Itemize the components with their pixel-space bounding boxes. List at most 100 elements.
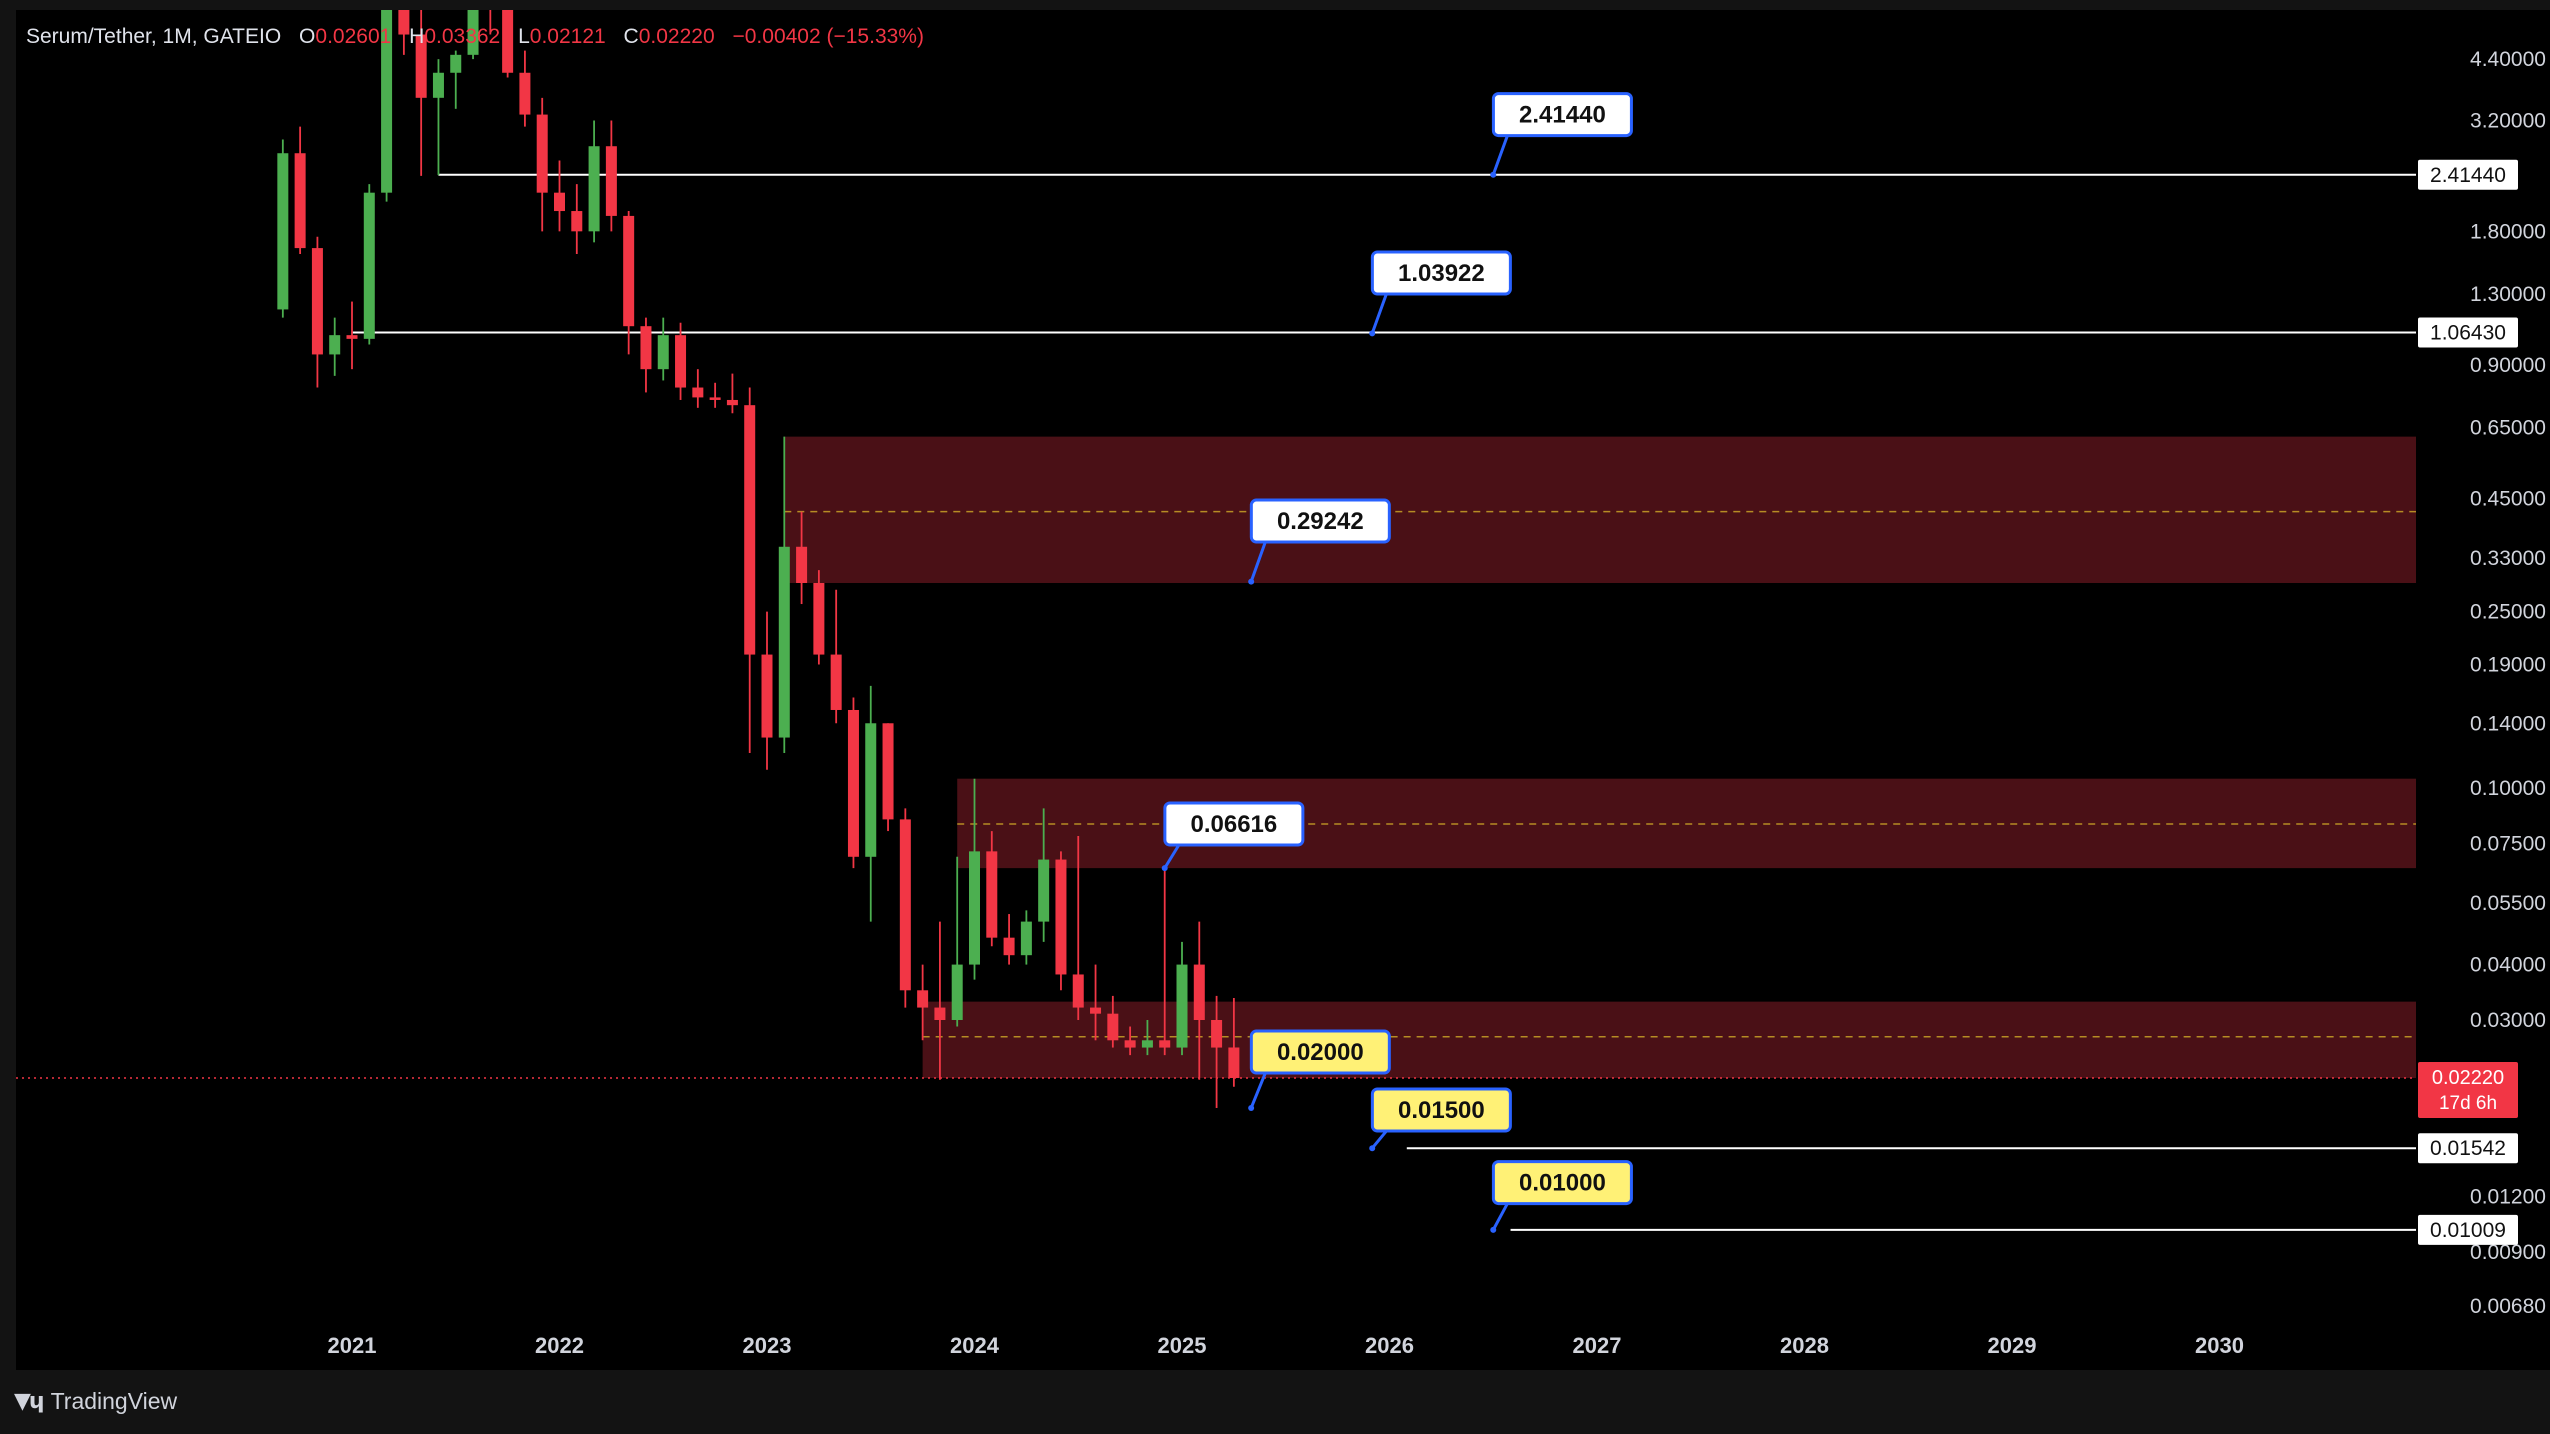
candle-body [986,851,998,938]
callout-anchor [1490,1226,1497,1233]
current-price-tag [2418,1062,2518,1118]
candle-body [536,114,548,193]
callout-label: 0.02000 [1277,1039,1364,1066]
tradingview-brand[interactable]: ▼ɥ TradingView [14,1388,177,1415]
candle-body [744,405,756,655]
time-tick-label: 2023 [743,1333,792,1358]
price-tick-label: 0.14000 [2470,712,2546,735]
candle-body [554,192,565,212]
callout-pointer [1163,844,1181,869]
candle-body [899,819,911,991]
candle-body [294,153,306,249]
candle-body [519,72,531,115]
candle-body [415,34,427,98]
callout-label: 0.06616 [1190,811,1277,838]
candles [277,10,1240,1108]
symbol-legend: Serum/Tether, 1M, GATEIO O0.02601 H0.033… [26,24,924,50]
candle-body [761,654,773,738]
callout-label: 2.41440 [1519,102,1606,129]
price-callout: 0.29242 [1248,498,1391,585]
candle-body [1211,1020,1223,1048]
candle-body [467,10,479,55]
callout-box [1249,498,1391,544]
candle-body [1159,1040,1171,1048]
candle-body [709,397,721,400]
low-value: 0.02121 [529,25,606,48]
callout-box [1249,1029,1391,1075]
candle-body [1107,1013,1119,1041]
time-tick-label: 2028 [1780,1333,1829,1358]
callout-anchor [1490,171,1497,178]
callout-label: 0.01000 [1519,1170,1606,1197]
candle-body [830,654,842,710]
callout-label: 0.29242 [1277,508,1364,535]
price-tick-label: 1.80000 [2470,220,2546,243]
candle-body [675,335,687,388]
callout-box [1370,1087,1512,1133]
time-tick-label: 2022 [535,1333,584,1358]
candle-body [917,990,929,1008]
callout-anchor [1369,1145,1376,1152]
candle-body [1124,1040,1136,1048]
candle-body [1055,859,1067,975]
candle-body [865,723,877,857]
callout-pointer [1491,1202,1509,1231]
candle-body [1003,937,1015,956]
price-callout: 0.01500 [1369,1087,1512,1152]
callout-pointer [1370,293,1388,334]
candle-body [951,964,963,1020]
candle-body [934,1007,946,1020]
callout-pointer [1491,135,1509,176]
candle-body [605,146,617,216]
supply-zone [784,436,2416,583]
candle-body [502,10,514,73]
level-axis-label: 2.41440 [2430,164,2506,187]
candle-body [847,709,859,857]
time-tick-label: 2024 [950,1333,1000,1358]
price-tick-label: 0.04000 [2470,954,2546,977]
low-label: L [518,25,530,48]
candle-body [796,546,808,583]
candle-body [311,248,323,355]
callout-anchor [1369,330,1376,337]
candle-body [277,153,289,310]
callout-label: 0.01500 [1398,1097,1485,1124]
candle-body [623,215,635,327]
price-callouts: 2.41440 1.03922 0.29242 0.06616 0.02000 0.015… [1161,92,1633,1233]
candle-body [1141,1040,1153,1048]
price-tick-label: 0.25000 [2470,601,2546,624]
price-tick-label: 0.05500 [2470,892,2546,915]
price-callout: 1.03922 [1369,250,1512,337]
candle-body [571,211,583,232]
candlestick-chart[interactable]: 2.41440 1.03922 0.29242 0.06616 0.02000 0.015… [16,10,2550,1370]
symbol-name: Serum/Tether, 1M, GATEIO [26,25,282,48]
level-axis-label: 1.06430 [2430,322,2506,345]
price-tick-label: 4.40000 [2470,48,2546,71]
price-tick-label: 0.90000 [2470,354,2546,377]
open-label: O [299,25,316,48]
callout-anchor [1248,1104,1255,1111]
high-value: 0.03362 [424,25,501,48]
level-axis-tag [2418,317,2518,348]
level-axis-label: 0.01009 [2430,1219,2506,1242]
callout-pointer [1249,541,1267,583]
candle-body [1072,974,1084,1008]
candle-body [813,582,825,655]
candle-body [882,723,894,820]
candle-body [640,326,652,370]
tradingview-logo-icon: ▼ɥ [14,1389,45,1414]
level-axis-label: 0.01542 [2430,1137,2506,1160]
candle-body [588,146,600,232]
chart-frame[interactable]: 2.41440 1.03922 0.29242 0.06616 0.02000 0.015… [16,10,2550,1370]
callout-label: 1.03922 [1398,260,1485,287]
candle-body [346,335,358,339]
candle-body [432,72,444,98]
price-tick-label: 0.07500 [2470,833,2546,856]
candle-body [1228,1047,1240,1078]
time-tick-label: 2025 [1158,1333,1207,1358]
callout-pointer [1371,1130,1388,1150]
footer-bar [0,1370,2550,1434]
change-value: −0.00402 (−15.33%) [732,25,924,48]
time-axis: 2021 2022 2023 2024 2025 2026 2027 2028 2029 2030 [328,1333,2244,1358]
time-tick-label: 2021 [328,1333,377,1358]
